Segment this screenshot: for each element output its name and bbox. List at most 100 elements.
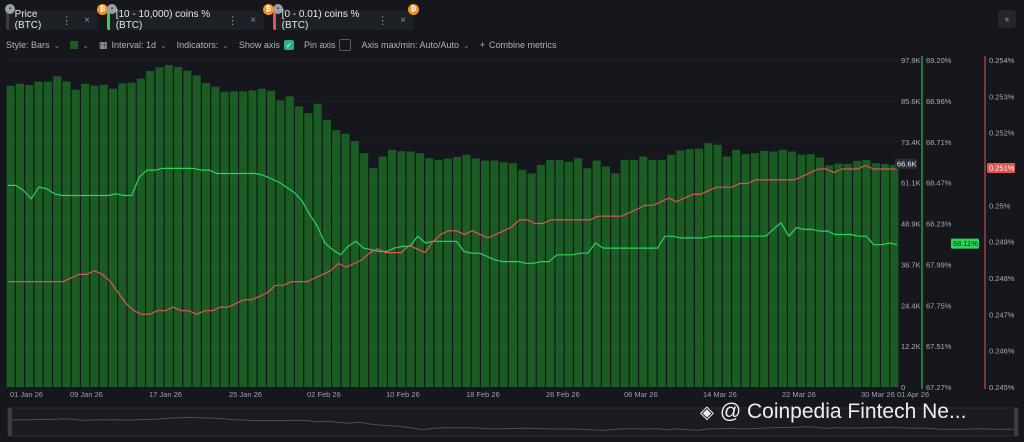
navigator-right-handle (1014, 408, 1018, 436)
price-bar (350, 141, 359, 387)
price-bar (276, 100, 285, 388)
price-bar (211, 86, 220, 387)
price-bar (53, 76, 62, 388)
price-bar (462, 154, 471, 387)
bar-color-swatch[interactable] (70, 41, 79, 49)
price-bar (583, 168, 592, 387)
pin-axis-checkbox[interactable] (339, 39, 352, 51)
price-bar (434, 159, 443, 387)
x-axis-date-label: 06 Mar 26 (624, 390, 658, 399)
price-bar (71, 89, 80, 387)
indicators-selector[interactable]: Indicators: (176, 40, 219, 50)
x-axis-date-label: 22 Mar 26 (782, 390, 816, 399)
price-bar (881, 163, 890, 387)
price-axis-label: 97.9K (901, 56, 921, 65)
x-axis-date-label: 01 Jan 26 (10, 390, 43, 399)
price-bar (322, 119, 331, 387)
interval-selector[interactable]: Interval: 1d (111, 40, 156, 50)
small-axis-label: 0.245% (989, 383, 1015, 392)
price-axis-label: 61.1K (901, 179, 921, 188)
price-axis-label: 0 (901, 383, 905, 392)
price-bar (574, 158, 583, 387)
tab-close-icon[interactable]: × (84, 14, 90, 26)
price-bar (843, 163, 852, 387)
tab-menu-icon[interactable]: ⋮ (61, 14, 73, 27)
price-bar (713, 144, 722, 387)
price-bar (778, 149, 787, 387)
show-axis-checkbox[interactable]: ✓ (283, 40, 294, 50)
price-bar (332, 130, 341, 387)
price-bar (397, 151, 406, 387)
whale-current-badge-bg (951, 238, 979, 249)
small-holder-pct-line (8, 164, 897, 315)
lock-icon: ▪ (273, 4, 283, 14)
chevron-down-icon[interactable]: ⌄ (159, 40, 167, 50)
x-axis-date-label: 14 Mar 26 (703, 390, 737, 399)
price-bar (108, 88, 118, 387)
price-bar (62, 81, 71, 387)
watermark: ◈ @ Coinpedia Fintech Ne... (700, 400, 966, 424)
whale-axis-label: 67.27% (926, 383, 952, 392)
combine-metrics-button[interactable]: Combine metrics (488, 40, 557, 50)
navigator-price-line (9, 416, 1017, 431)
price-bar (313, 103, 322, 387)
x-axis-date-label: 02 Feb 26 (307, 390, 341, 399)
calendar-icon: ▦ (98, 39, 108, 50)
tab-menu-icon[interactable]: ⋮ (377, 14, 389, 27)
bitcoin-coin-icon: ₿ (408, 4, 419, 15)
axis-maxmin-selector[interactable]: Axis max/min: Auto/Auto (361, 40, 459, 50)
metric-tab-small[interactable]: [0 - 0.01) coins % (BTC) ⋮ × ▪ ₿ ₿ (263, 4, 419, 31)
price-bar (443, 158, 452, 387)
chevron-down-icon[interactable]: ⌄ (222, 40, 229, 50)
price-bar (825, 165, 834, 387)
price-bar (499, 162, 508, 387)
small-axis-label: 0.252% (989, 129, 1015, 138)
price-axis-label: 48.9K (901, 220, 921, 229)
screenshot-icon[interactable]: ● (998, 10, 1016, 28)
chart-toolbar: Style: Bars ⌄ ⌄ ▦ Interval: 1d ⌄ Indicat… (6, 38, 561, 52)
price-bar (453, 156, 462, 387)
price-bar (164, 65, 173, 387)
price-bar (806, 154, 815, 387)
tab-label: [0 - 0.01) coins % (BTC) (281, 9, 360, 31)
price-bar (341, 133, 350, 387)
style-selector[interactable]: Style: Bars (6, 40, 50, 50)
whale-axis-label: 67.75% (926, 301, 952, 310)
price-axis-label: 12.2K (901, 342, 921, 351)
price-bar (750, 153, 759, 387)
price-bar (639, 156, 648, 387)
chevron-down-icon[interactable]: ⌄ (463, 40, 470, 50)
price-bar (304, 113, 313, 388)
small-axis-label: 0.253% (989, 92, 1015, 101)
tab-close-icon[interactable]: × (250, 14, 256, 26)
price-bar (369, 167, 378, 387)
x-axis-date-label: 10 Feb 26 (386, 390, 420, 399)
price-bar (6, 85, 15, 387)
chevron-down-icon[interactable]: ⌄ (53, 40, 61, 50)
price-axis-label: 24.4K (901, 301, 921, 310)
chevron-down-icon[interactable]: ⌄ (82, 40, 89, 50)
price-bar (294, 106, 304, 388)
price-bar (267, 90, 276, 387)
price-bar (136, 78, 145, 387)
coinpedia-logo-icon: ◈ (700, 401, 714, 422)
whale-pct-line (8, 167, 898, 264)
price-bar (797, 154, 806, 387)
price-bar (425, 158, 434, 387)
tab-close-icon[interactable]: × (400, 14, 406, 26)
metric-tab-whale[interactable]: [10 - 10,000) coins % (BTC) ⋮ × ▪ ₿ (97, 4, 264, 31)
price-bar (555, 160, 564, 387)
lock-icon: ▪ (107, 4, 117, 14)
price-bar (527, 173, 536, 387)
whale-axis-label: 67.99% (926, 260, 952, 269)
whale-axis-label: 68.96% (926, 97, 952, 106)
metric-tab-price[interactable]: Price (BTC) ⋮ × ▪ (5, 4, 98, 31)
small-current-badge-bg (987, 163, 1015, 173)
tab-menu-icon[interactable]: ⋮ (227, 14, 239, 27)
price-current-badge: 66.6K (897, 159, 917, 168)
price-bar (201, 83, 211, 388)
price-bar (564, 161, 573, 387)
price-bar (704, 143, 713, 387)
price-bar (183, 70, 192, 387)
